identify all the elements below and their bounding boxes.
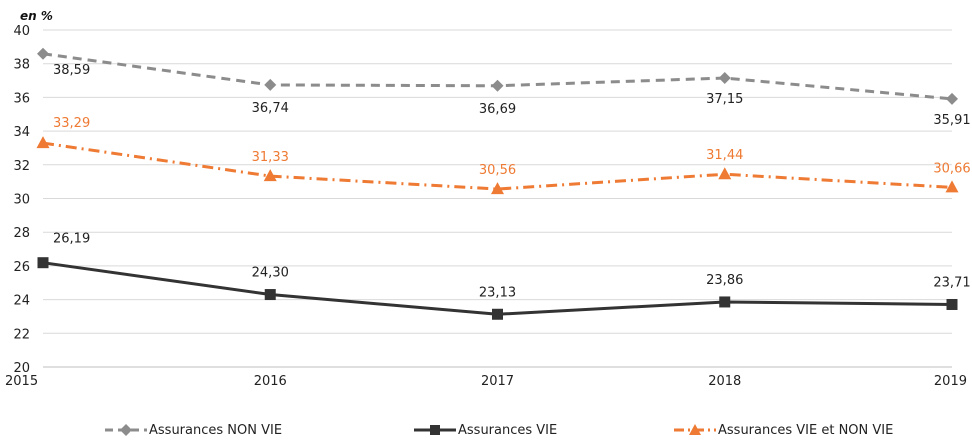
y-tick-label: 24 <box>13 294 30 309</box>
legend-label-vie-et-non-vie: Assurances VIE et NON VIE <box>718 422 894 438</box>
data-label: 36,69 <box>479 102 516 117</box>
y-tick-label: 26 <box>13 260 30 275</box>
y-tick-label: 34 <box>13 125 30 140</box>
series-line <box>42 52 953 101</box>
legend-item-vie: Assurances VIE <box>412 420 557 440</box>
data-point <box>946 298 958 310</box>
y-axis-ticks: 20 22 24 26 28 30 32 34 36 38 40 <box>13 24 30 376</box>
data-label: 23,86 <box>706 273 743 288</box>
x-axis-ticks: 2015 2016 2017 2018 2019 <box>5 374 967 389</box>
x-tick-label: 2015 <box>5 374 38 389</box>
data-point <box>946 92 958 105</box>
y-tick-label: 36 <box>13 91 30 106</box>
data-label: 35,91 <box>933 113 970 128</box>
data-point <box>37 257 49 269</box>
x-tick-label: 2018 <box>708 374 741 389</box>
grid-lines <box>43 29 952 368</box>
x-tick-label: 2017 <box>481 374 514 389</box>
data-point <box>492 308 503 320</box>
data-label: 38,59 <box>53 63 90 78</box>
data-point <box>264 289 276 301</box>
data-point <box>718 167 732 180</box>
data-point <box>718 72 731 85</box>
data-point <box>264 78 277 91</box>
legend: Assurances NON VIE Assurances VIE Assura… <box>0 420 972 440</box>
y-tick-label: 40 <box>13 24 30 39</box>
data-label: 37,15 <box>706 92 743 107</box>
data-point <box>263 169 277 182</box>
data-label: 30,66 <box>933 161 970 176</box>
data-label: 23,13 <box>479 285 516 300</box>
data-label: 24,30 <box>252 266 289 281</box>
series-markers <box>36 47 959 320</box>
data-point <box>945 180 959 193</box>
series-line <box>42 141 953 191</box>
data-point <box>36 136 50 149</box>
legend-item-vie-et-non-vie: Assurances VIE et NON VIE <box>672 420 893 440</box>
y-tick-label: 30 <box>13 193 30 208</box>
x-tick-label: 2016 <box>254 374 287 389</box>
y-tick-label: 20 <box>13 361 30 376</box>
data-point <box>491 182 504 195</box>
unit-label: en % <box>20 9 53 23</box>
data-label: 36,74 <box>252 101 289 116</box>
data-label: 30,56 <box>479 163 516 178</box>
data-point <box>37 47 49 60</box>
x-tick-label: 2019 <box>934 374 967 389</box>
legend-symbol-vie <box>414 425 456 435</box>
legend-item-non-vie: Assurances NON VIE <box>103 420 282 440</box>
data-label: 31,33 <box>252 150 289 165</box>
y-tick-label: 22 <box>13 327 30 342</box>
legend-label-non-vie: Assurances NON VIE <box>149 422 283 438</box>
legend-symbol-vie-et-non-vie <box>674 424 716 435</box>
data-label: 33,29 <box>53 116 90 131</box>
data-labels: 38,59 36,74 36,69 37,15 35,91 26,19 24,30 23,13… <box>53 63 971 301</box>
y-tick-label: 38 <box>13 58 30 73</box>
y-tick-label: 28 <box>13 226 30 241</box>
y-tick-label: 32 <box>13 159 30 174</box>
data-label: 23,71 <box>933 275 970 290</box>
legend-label-vie: Assurances VIE <box>458 422 558 438</box>
data-point <box>719 296 731 308</box>
data-label: 31,44 <box>706 148 743 163</box>
data-label: 26,19 <box>53 232 90 247</box>
data-point <box>491 79 504 92</box>
legend-symbol-non-vie <box>105 424 147 436</box>
